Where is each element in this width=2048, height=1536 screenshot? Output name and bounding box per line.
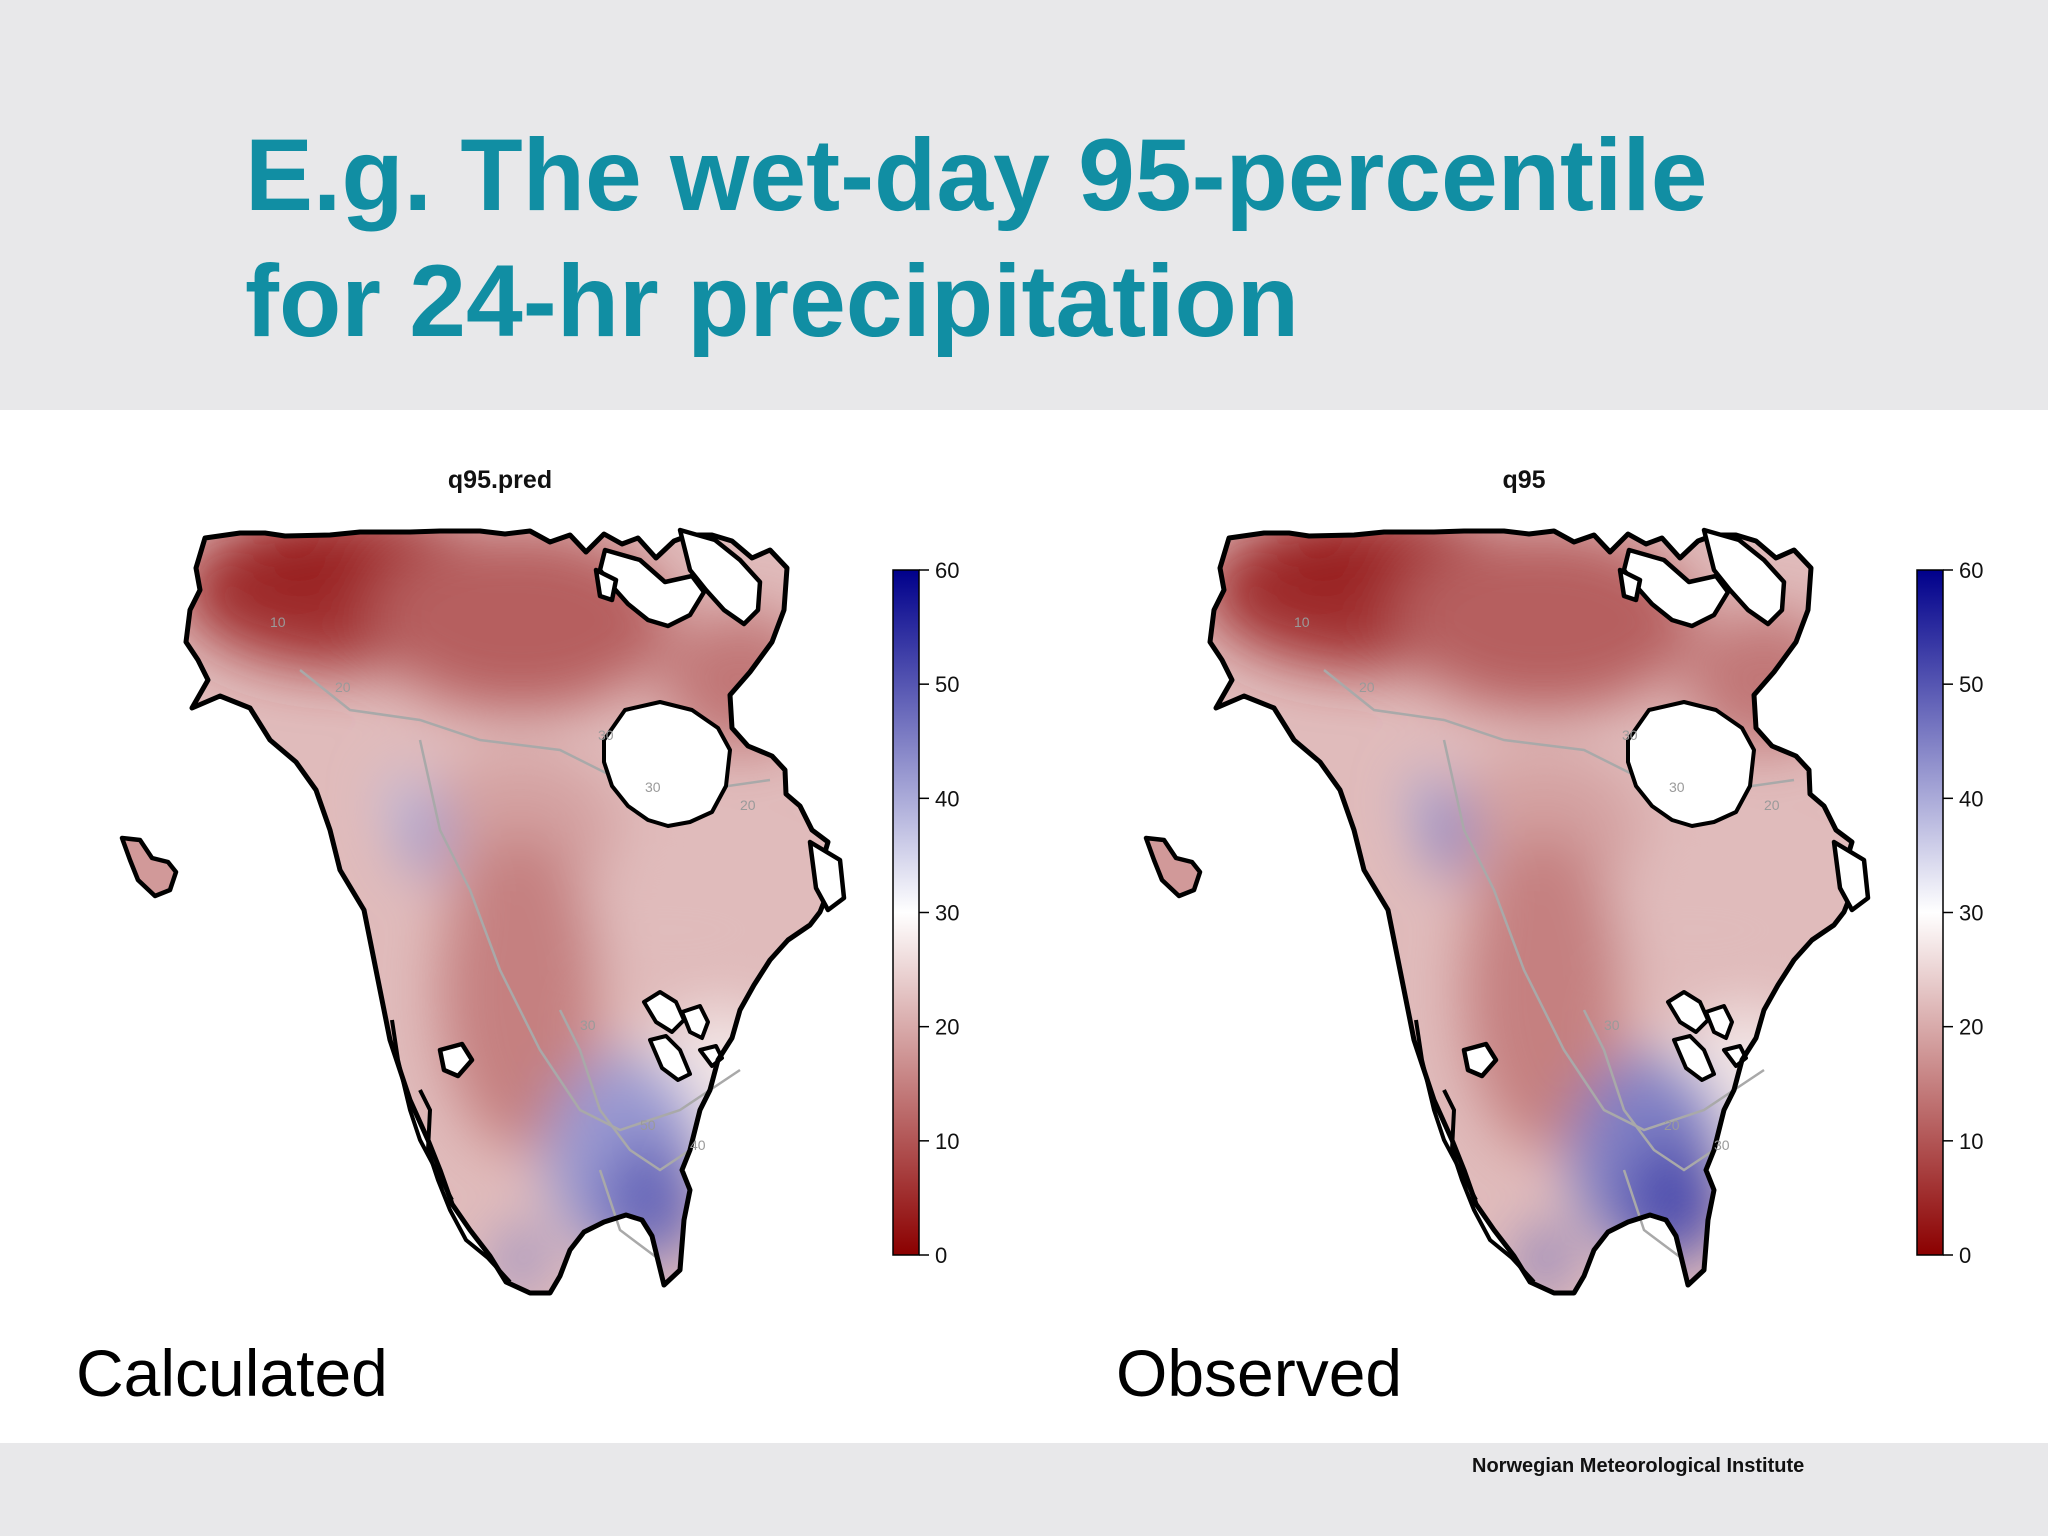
colorbar-tick-label: 0 xyxy=(935,1243,947,1268)
field-blob-6 xyxy=(440,830,600,1150)
coast-detail-1 xyxy=(1442,1089,1536,1284)
footer-institute: Norwegian Meteorological Institute xyxy=(1472,1455,1805,1477)
colorbar-tick-label: 20 xyxy=(935,1015,959,1040)
great-lake-2 xyxy=(1672,1034,1716,1082)
field-blob-5 xyxy=(1554,860,1834,1000)
island-2 xyxy=(677,527,763,627)
contour-label: 20 xyxy=(740,797,756,813)
island-2 xyxy=(1701,527,1787,627)
slide-title-line-1: E.g. The wet-day 95-percentile xyxy=(245,118,1708,232)
coastline xyxy=(183,528,835,1296)
colorbar-tick-label: 20 xyxy=(1959,1015,1983,1040)
contour-label: 20 xyxy=(1764,797,1780,813)
footer-band: Norwegian Meteorological Institute xyxy=(0,1443,2048,1536)
contour-label: 20 xyxy=(335,679,351,695)
contour-label: 30 xyxy=(1622,727,1638,743)
great-lake-1 xyxy=(1704,1004,1734,1040)
colorbar-tick-label: 10 xyxy=(1959,1129,1983,1154)
field-blob-12 xyxy=(387,772,423,828)
field-blob-12 xyxy=(1411,772,1447,828)
contour-label: 40 xyxy=(690,1137,706,1153)
slide-title-line-2: for 24-hr precipitation xyxy=(245,244,1300,358)
great-lake-2 xyxy=(648,1034,692,1082)
caption-observed: Observed xyxy=(1116,1336,1403,1410)
contour-label: 30 xyxy=(580,1017,596,1033)
coastline xyxy=(1207,528,1859,1296)
contour-label: 30 xyxy=(1714,1137,1730,1153)
contour-label: 30 xyxy=(1604,1017,1620,1033)
contour-label: 30 xyxy=(598,727,614,743)
contour-label: 20 xyxy=(1359,679,1375,695)
island-5 xyxy=(1831,839,1871,913)
calculated-precipitation-map: 10 20 30 30 20 50 40 30 0 10 20 30 40 50 60 xyxy=(119,527,959,1296)
field-blob-6 xyxy=(1464,830,1624,1150)
great-lake-1 xyxy=(680,1004,710,1040)
contour-label: 10 xyxy=(270,614,286,630)
colorbar-tick-label: 10 xyxy=(935,1129,959,1154)
calculated-map-panel: q95.pred 10 20 30 30 20 50 40 30 0 10 20 30 40 50 60 xyxy=(0,410,1000,1440)
contour-line-1 xyxy=(1442,739,1765,1132)
island-4 xyxy=(1617,567,1643,603)
contour-line-3 xyxy=(598,1169,661,1261)
island-5 xyxy=(807,839,847,913)
contour-line-2 xyxy=(1582,1009,1715,1172)
coast-detail-1 xyxy=(418,1089,512,1284)
colorbar-tick-label: 50 xyxy=(935,672,959,697)
field-blob-5 xyxy=(530,860,810,1000)
contour-line-1 xyxy=(418,739,741,1132)
map-title-calculated: q95.pred xyxy=(447,466,553,494)
field-blob-3 xyxy=(1264,531,1384,600)
coast-detail-0 xyxy=(1414,1019,1478,1201)
observed-precipitation-map: 10 20 30 30 20 20 30 30 0 10 20 30 40 50 60 xyxy=(1143,527,1983,1296)
field-blob-10 xyxy=(500,1230,540,1290)
colorbar-tick-label: 30 xyxy=(935,901,959,926)
island-3 xyxy=(437,1041,475,1079)
colorbar-tick-label: 50 xyxy=(1959,672,1983,697)
island-3 xyxy=(1461,1041,1499,1079)
colorbar-tick-label: 60 xyxy=(1959,558,1983,583)
contour-line-2 xyxy=(558,1009,691,1172)
island-0 xyxy=(119,835,179,899)
caption-calculated: Calculated xyxy=(76,1336,388,1410)
field-blob-10 xyxy=(1524,1230,1564,1290)
coast-detail-0 xyxy=(390,1019,454,1201)
slide-title: E.g. The wet-day 95-percentile for 24-hr… xyxy=(245,112,1945,364)
title-band: E.g. The wet-day 95-percentile for 24-hr… xyxy=(0,0,2048,410)
colorbar xyxy=(892,569,920,1256)
map-title-observed: q95 xyxy=(1502,466,1546,494)
island-4 xyxy=(593,567,619,603)
observed-map-panel: q95 10 20 30 30 20 20 30 30 0 10 20 30 40 50 60 xyxy=(1024,410,2024,1440)
hudson-bay xyxy=(602,700,732,828)
colorbar xyxy=(1916,569,1944,1256)
colorbar-tick-label: 60 xyxy=(935,558,959,583)
colorbar-tick-label: 30 xyxy=(1959,901,1983,926)
colorbar-tick-label: 40 xyxy=(1959,786,1983,811)
colorbar-tick-label: 0 xyxy=(1959,1243,1971,1268)
contour-label: 50 xyxy=(640,1117,656,1133)
contour-label: 10 xyxy=(1294,614,1310,630)
island-0 xyxy=(1143,835,1203,899)
field-blob-3 xyxy=(240,531,360,600)
contour-label: 30 xyxy=(1669,779,1685,795)
contour-label: 30 xyxy=(645,779,661,795)
colorbar-tick-label: 40 xyxy=(935,786,959,811)
contour-line-3 xyxy=(1622,1169,1685,1261)
hudson-bay xyxy=(1626,700,1756,828)
contour-label: 20 xyxy=(1664,1117,1680,1133)
